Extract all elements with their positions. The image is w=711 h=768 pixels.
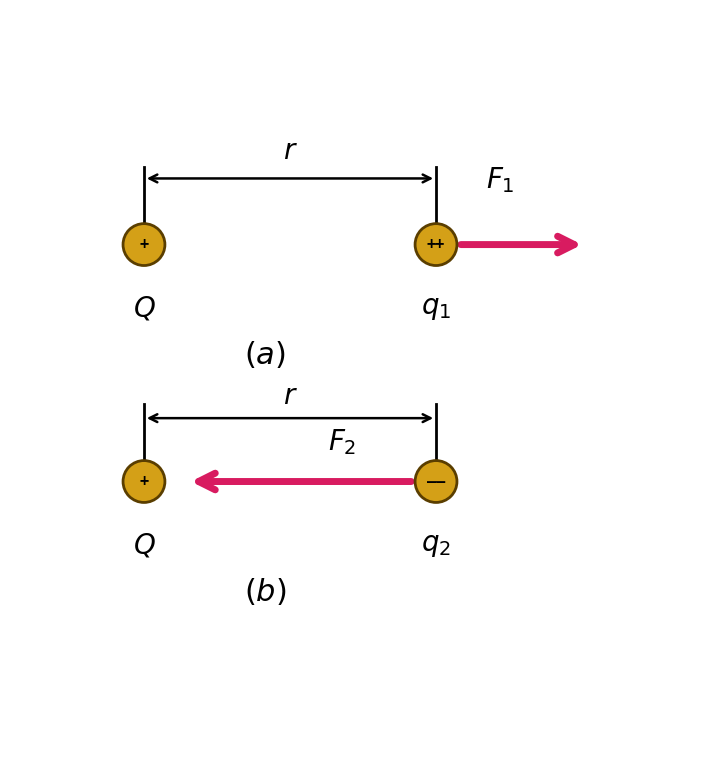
Text: ++: ++ xyxy=(427,237,445,252)
Text: ––: –– xyxy=(427,474,445,489)
Ellipse shape xyxy=(123,461,165,502)
Text: +: + xyxy=(139,474,149,489)
Text: $F_1$: $F_1$ xyxy=(486,165,514,195)
Text: $r$: $r$ xyxy=(282,382,297,410)
Text: $r$: $r$ xyxy=(282,137,297,164)
Ellipse shape xyxy=(415,461,457,502)
Text: +: + xyxy=(139,237,149,252)
Ellipse shape xyxy=(123,223,165,266)
Ellipse shape xyxy=(415,223,457,266)
Text: $F_2$: $F_2$ xyxy=(328,427,356,457)
Text: $q_1$: $q_1$ xyxy=(421,294,451,322)
Text: $Q$: $Q$ xyxy=(133,294,155,322)
Text: $Q$: $Q$ xyxy=(133,531,155,559)
Text: $(b)$: $(b)$ xyxy=(244,576,287,607)
Text: $(a)$: $(a)$ xyxy=(245,339,286,370)
Text: $q_2$: $q_2$ xyxy=(421,531,451,559)
